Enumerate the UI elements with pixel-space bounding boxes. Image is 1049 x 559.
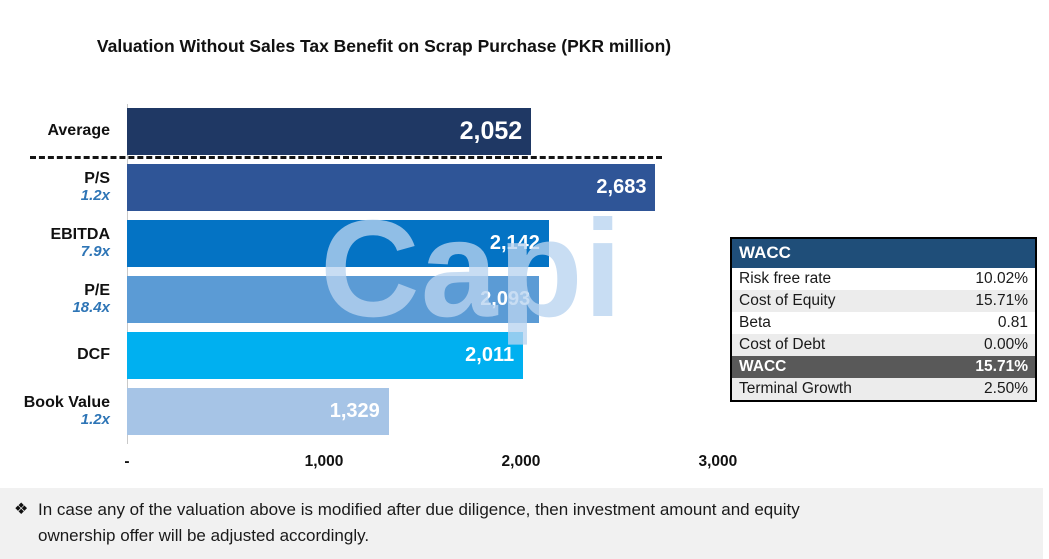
bar-area: 2,052 bbox=[127, 108, 777, 155]
category-multiple: 1.2x bbox=[80, 187, 110, 205]
wacc-row-label: Terminal Growth bbox=[739, 380, 852, 397]
bar-area: 2,093 bbox=[127, 276, 777, 323]
wacc-table-row: Cost of Equity 15.71% bbox=[732, 290, 1035, 312]
bar-value-label: 2,093 bbox=[480, 288, 531, 310]
value-bar: 2,052 bbox=[127, 108, 532, 155]
category-name: P/S bbox=[84, 170, 110, 188]
value-bar: 2,683 bbox=[127, 164, 656, 211]
footnote-inner: ❖ In case any of the valuation above is … bbox=[0, 497, 1043, 549]
category-label: Book Value 1.2x bbox=[0, 388, 110, 435]
wacc-row-label: Risk free rate bbox=[739, 270, 832, 287]
category-label: P/E 18.4x bbox=[0, 276, 110, 323]
bar-rows: Average 2,052 P/S 1.2x 2,683 EBITDA 7.9x 2,142 P… bbox=[0, 108, 777, 444]
wacc-row-label: Cost of Debt bbox=[739, 336, 826, 353]
value-bar: 2,011 bbox=[127, 332, 524, 379]
category-name: DCF bbox=[77, 346, 110, 364]
wacc-row-value: 0.81 bbox=[997, 314, 1028, 331]
bar-row: DCF 2,011 bbox=[0, 332, 777, 379]
wacc-table-row: Beta 0.81 bbox=[732, 312, 1035, 334]
x-axis-ticks: - 1,000 2,000 3,000 bbox=[124, 453, 777, 475]
category-multiple: 7.9x bbox=[80, 243, 110, 261]
chart-title: Valuation Without Sales Tax Benefit on S… bbox=[96, 36, 672, 56]
category-name: Book Value bbox=[23, 394, 110, 412]
value-bar: 1,329 bbox=[127, 388, 389, 435]
average-separator-dashed-line bbox=[30, 156, 662, 159]
bar-row: P/E 18.4x 2,093 bbox=[0, 276, 777, 323]
bar-row: P/S 1.2x 2,683 bbox=[0, 164, 777, 211]
footnote-bullet-icon: ❖ bbox=[14, 501, 29, 518]
bar-value-label: 2,052 bbox=[459, 117, 523, 145]
bar-value-label: 2,683 bbox=[596, 176, 647, 198]
category-label: EBITDA 7.9x bbox=[0, 220, 110, 267]
bar-row: Book Value 1.2x 1,329 bbox=[0, 388, 777, 435]
bar-value-label: 2,142 bbox=[489, 232, 540, 254]
bar-value-label: 1,329 bbox=[329, 400, 380, 422]
x-tick-label: 2,000 bbox=[501, 453, 541, 470]
wacc-row-label: Cost of Equity bbox=[739, 292, 836, 309]
footnote: ❖ In case any of the valuation above is … bbox=[0, 488, 1043, 559]
category-label: Average bbox=[0, 108, 110, 155]
category-multiple: 1.2x bbox=[80, 411, 110, 429]
bar-area: 2,683 bbox=[127, 164, 777, 211]
wacc-row-value: 15.71% bbox=[975, 292, 1028, 309]
x-tick-label: 3,000 bbox=[698, 453, 738, 470]
category-label: DCF bbox=[0, 332, 110, 379]
wacc-table-row: Risk free rate 10.02% bbox=[732, 268, 1035, 290]
value-bar: 2,093 bbox=[127, 276, 540, 323]
wacc-row-value: 2.50% bbox=[984, 380, 1028, 397]
wacc-table-row: Cost of Debt 0.00% bbox=[732, 334, 1035, 356]
category-name: P/E bbox=[84, 282, 110, 300]
wacc-table-body: Risk free rate 10.02% Cost of Equity 15.71%… bbox=[732, 268, 1035, 400]
x-tick-label: 1,000 bbox=[304, 453, 344, 470]
category-multiple: 18.4x bbox=[72, 299, 110, 317]
bar-value-label: 2,011 bbox=[465, 344, 515, 366]
category-label: P/S 1.2x bbox=[0, 164, 110, 211]
bar-area: 2,142 bbox=[127, 220, 777, 267]
y-axis-line bbox=[127, 104, 128, 444]
wacc-row-value: 10.02% bbox=[975, 270, 1028, 287]
category-name: EBITDA bbox=[50, 226, 110, 244]
wacc-table-row: WACC 15.71% bbox=[732, 356, 1035, 378]
wacc-row-value: 15.71% bbox=[975, 358, 1028, 375]
wacc-table-header: WACC bbox=[732, 239, 1035, 268]
footnote-text: In case any of the valuation above is mo… bbox=[38, 500, 800, 545]
bar-row: Average 2,052 bbox=[0, 108, 777, 155]
x-tick-label: - bbox=[124, 453, 130, 470]
category-name: Average bbox=[47, 122, 110, 140]
value-bar: 2,142 bbox=[127, 220, 549, 267]
wacc-row-value: 0.00% bbox=[984, 336, 1028, 353]
bar-area: 2,011 bbox=[127, 332, 777, 379]
wacc-row-label: Beta bbox=[739, 314, 771, 331]
wacc-table: WACC Risk free rate 10.02% Cost of Equity 1… bbox=[730, 237, 1037, 402]
bar-row: EBITDA 7.9x 2,142 bbox=[0, 220, 777, 267]
bar-area: 1,329 bbox=[127, 388, 777, 435]
wacc-row-label: WACC bbox=[739, 358, 787, 375]
wacc-table-row: Terminal Growth 2.50% bbox=[732, 378, 1035, 400]
